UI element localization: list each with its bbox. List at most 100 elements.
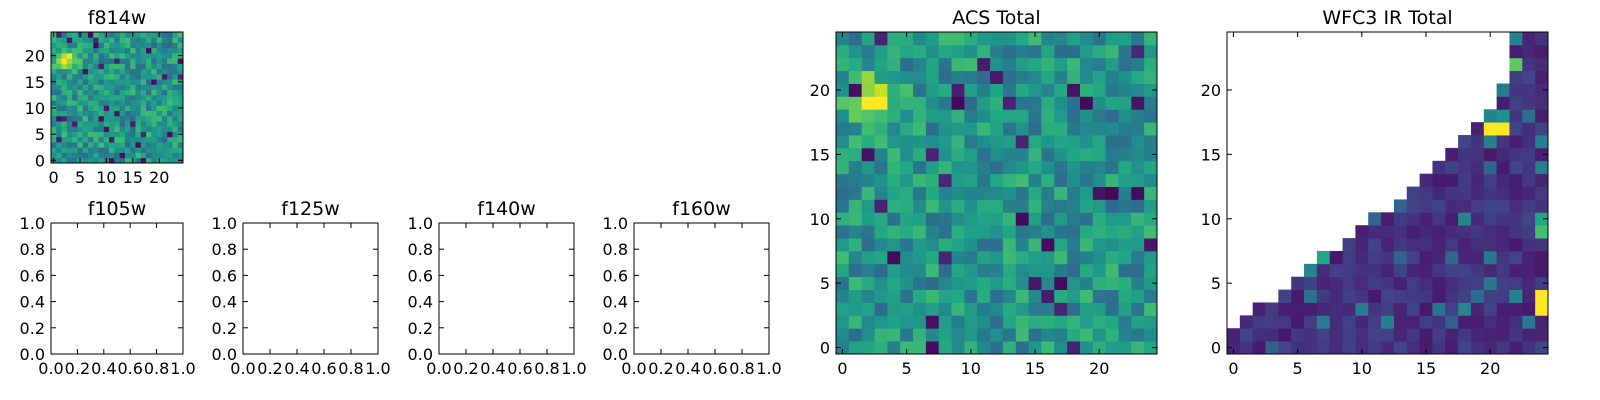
heatmap-cell <box>1535 44 1549 59</box>
heatmap-cell <box>177 115 184 122</box>
heatmap-cell <box>140 42 147 49</box>
heatmap-cell <box>1496 160 1510 175</box>
heatmap-cell <box>1054 289 1068 303</box>
heatmap-cell <box>77 147 84 153</box>
heatmap-cell <box>1015 315 1029 329</box>
heatmap-cell <box>874 289 888 303</box>
heatmap-cell <box>130 121 136 127</box>
heatmap-cell <box>925 122 940 136</box>
heatmap-cell <box>1522 135 1536 149</box>
heatmap-cell <box>938 199 952 213</box>
heatmap-cell <box>167 157 173 164</box>
heatmap-cell <box>887 147 901 162</box>
y-tick-label: 15 <box>25 73 45 92</box>
heatmap-cell <box>1355 328 1369 342</box>
heatmap-cell <box>56 63 62 70</box>
heatmap-cell <box>1131 122 1145 136</box>
heatmap-cell <box>151 47 157 54</box>
heatmap-cell <box>951 44 965 59</box>
heatmap-cell <box>66 89 73 96</box>
heatmap-cell <box>1118 225 1132 239</box>
heatmap-cell <box>1105 96 1119 110</box>
heatmap-cell <box>1522 276 1536 290</box>
heatmap-cell <box>161 105 168 111</box>
heatmap-cell <box>130 105 136 111</box>
heatmap-cell <box>1252 315 1266 329</box>
heatmap-cell <box>990 289 1004 303</box>
heatmap-cell <box>1509 225 1523 239</box>
heatmap-cell <box>98 105 105 111</box>
heatmap-cell <box>1041 238 1055 252</box>
heatmap-cell <box>124 68 131 75</box>
heatmap-cell <box>156 37 163 43</box>
heatmap-cell <box>887 44 901 59</box>
heatmap-cell <box>913 160 927 175</box>
heatmap-cell <box>874 57 888 72</box>
heatmap-cell <box>87 147 94 153</box>
heatmap-cell <box>156 136 163 143</box>
heatmap-cell <box>124 147 131 153</box>
heatmap-cell <box>951 250 965 265</box>
heatmap-cell <box>964 315 978 329</box>
heatmap-cell <box>1278 315 1292 329</box>
heatmap-cell <box>72 37 78 43</box>
heatmap-cell <box>124 105 131 111</box>
heatmap-cell <box>1041 250 1055 265</box>
heatmap-cell <box>1028 302 1042 316</box>
heatmap-cell <box>87 105 94 111</box>
heatmap-cell <box>1144 57 1158 72</box>
heatmap-cell <box>1041 122 1055 136</box>
heatmap-cell <box>177 58 184 64</box>
heatmap-cell <box>93 32 99 38</box>
heatmap-cell <box>172 63 179 70</box>
heatmap-cell <box>56 73 62 80</box>
heatmap-cell <box>109 94 115 101</box>
heatmap-cell <box>1079 199 1094 213</box>
heatmap-cell <box>1483 289 1498 303</box>
heatmap-cell <box>146 152 152 159</box>
heatmap-cell <box>1079 186 1094 200</box>
heatmap-cell <box>1458 250 1472 265</box>
heatmap-cell <box>1118 109 1132 123</box>
heatmap-cell <box>900 135 914 149</box>
heatmap-cell <box>177 42 184 49</box>
heatmap-cell <box>77 126 84 132</box>
heatmap-cell <box>61 94 68 101</box>
heatmap-cell <box>1483 173 1498 187</box>
heatmap-cell <box>836 315 850 329</box>
heatmap-cell <box>1105 199 1119 213</box>
heatmap-cell <box>861 44 875 59</box>
heatmap-cell <box>161 152 168 159</box>
heatmap-cell <box>167 52 173 59</box>
heatmap-cell <box>98 147 105 153</box>
heatmap-cell <box>977 96 991 110</box>
heatmap-cell <box>1419 289 1433 303</box>
heatmap-cell <box>836 250 850 265</box>
heatmap-cell <box>1118 135 1132 149</box>
heatmap-cell <box>977 173 991 187</box>
heatmap-cell <box>1227 341 1241 355</box>
heatmap-cell <box>103 100 110 106</box>
y-tick-label: 15 <box>810 145 830 164</box>
heatmap-cell <box>1002 83 1017 97</box>
heatmap-cell <box>900 173 914 187</box>
heatmap-cell <box>172 147 179 153</box>
x-tick-label: 15 <box>123 168 143 187</box>
heatmap-cell <box>1015 70 1029 84</box>
heatmap-cell <box>98 94 105 101</box>
heatmap-cell <box>1252 341 1266 355</box>
heatmap-cell <box>77 152 84 159</box>
heatmap-cell <box>964 199 978 213</box>
heatmap-cell <box>913 289 927 303</box>
heatmap-cell <box>103 142 110 148</box>
heatmap-cell <box>1054 238 1068 252</box>
heatmap-cell <box>977 109 991 123</box>
heatmap-cell <box>913 122 927 136</box>
heatmap-cell <box>1079 250 1094 265</box>
heatmap-cell <box>977 263 991 278</box>
heatmap-cell <box>156 115 163 122</box>
heatmap-cell <box>990 173 1004 187</box>
heatmap-cell <box>151 68 157 75</box>
heatmap-cell <box>836 199 850 213</box>
heatmap-cell <box>172 42 179 49</box>
